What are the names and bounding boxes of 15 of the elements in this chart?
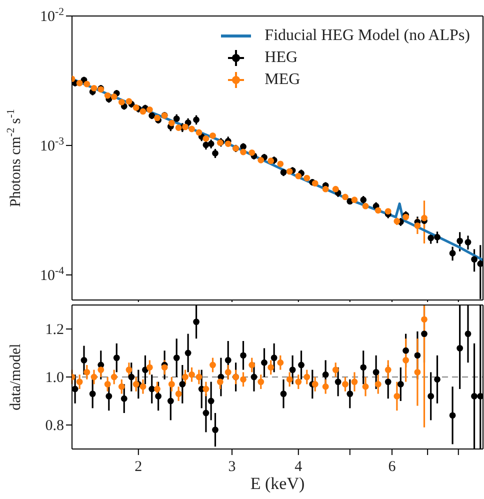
- x-axis-title: E (keV): [250, 474, 305, 493]
- y-axis-title: data/model: [8, 344, 24, 410]
- y-tick-label: 1.0: [45, 370, 64, 386]
- x-tick-label: 2: [134, 459, 142, 475]
- x-tick-label: 6: [388, 459, 396, 475]
- legend-label: Fiducial HEG Model (no ALPs): [264, 27, 470, 45]
- y-tick-label: 10$^{-3}$: [40, 135, 64, 154]
- y-tick-label: 1.2: [45, 322, 64, 338]
- x-tick-label: 4: [294, 459, 303, 475]
- y-tick-label: 10$^{-2}$: [40, 6, 64, 25]
- legend-label: MEG: [264, 71, 300, 89]
- y-tick-label: 0.8: [45, 418, 64, 434]
- legend-label: HEG: [264, 49, 298, 67]
- y-tick-label: 10$^{-4}$: [40, 264, 65, 284]
- x-tick-label: 3: [228, 459, 236, 475]
